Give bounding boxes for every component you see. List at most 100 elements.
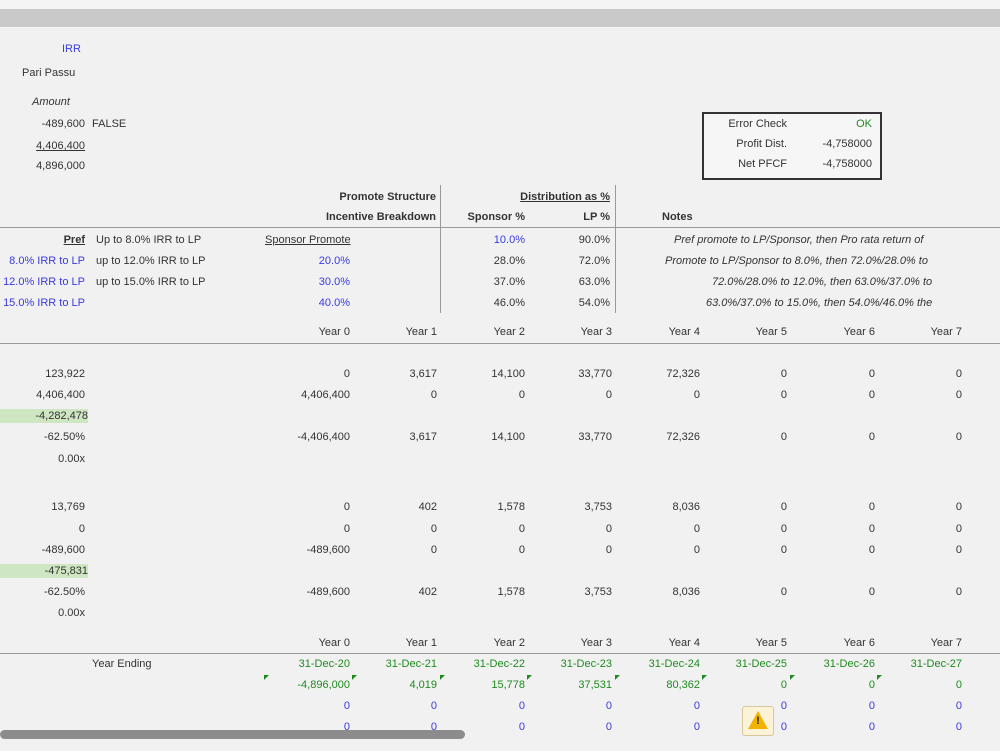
lp-row-3-cell[interactable]: 14,100 <box>491 431 525 443</box>
tier-2-lp[interactable]: 72.0% <box>578 255 610 267</box>
blue-row-2-cell[interactable]: 0 <box>518 721 525 733</box>
lp-row-1-cell[interactable]: 0 <box>780 368 787 380</box>
sponsor-row-1-cell[interactable]: 0 <box>780 501 787 513</box>
lp-row-3-cell[interactable]: 72,326 <box>666 431 700 443</box>
blue-row-1-cell[interactable]: 0 <box>430 700 437 712</box>
blue-row-2-cell[interactable]: 0 <box>780 721 787 733</box>
lp-row-3-cell[interactable]: 0 <box>868 431 875 443</box>
sponsor-row-4-cell[interactable]: -489,600 <box>306 586 350 598</box>
lp-row-1-cell[interactable]: 0 <box>343 368 350 380</box>
tier-1-lp[interactable]: 90.0% <box>578 234 610 246</box>
lp-summary-cell[interactable]: -4,282,478 <box>0 409 88 423</box>
year-ending-date[interactable]: 31-Dec-26 <box>823 658 875 670</box>
blue-row-2-cell[interactable]: 0 <box>955 721 962 733</box>
blue-row-1-cell[interactable]: 0 <box>955 700 962 712</box>
sponsor-row-3-cell[interactable]: 0 <box>955 544 962 556</box>
sponsor-row-2-cell[interactable]: 0 <box>343 523 350 535</box>
lp-row-3-cell[interactable]: 33,770 <box>578 431 612 443</box>
sponsor-row-3-cell[interactable]: 0 <box>780 544 787 556</box>
tier-3-sponsor[interactable]: 37.0% <box>493 276 525 288</box>
sponsor-row-1-cell[interactable]: 1,578 <box>497 501 525 513</box>
year-ending-date[interactable]: 31-Dec-25 <box>735 658 787 670</box>
tier-2-sponsor[interactable]: 28.0% <box>493 255 525 267</box>
sponsor-row-2-cell[interactable]: 0 <box>868 523 875 535</box>
year-ending-date[interactable]: 31-Dec-22 <box>473 658 525 670</box>
sponsor-row-2-cell[interactable]: 0 <box>430 523 437 535</box>
lp-row-2-cell[interactable]: 0 <box>430 389 437 401</box>
warning-icon[interactable]: ! <box>742 706 774 736</box>
tier-2-promote[interactable]: 20.0% <box>318 255 350 267</box>
lp-summary-cell[interactable]: 0.00x <box>58 453 85 465</box>
cash-flow-cell[interactable]: 0 <box>780 679 787 691</box>
sponsor-row-3-cell[interactable]: 0 <box>693 544 700 556</box>
sponsor-row-1-cell[interactable]: 402 <box>418 501 437 513</box>
cash-flow-cell[interactable]: 4,019 <box>409 679 437 691</box>
sponsor-row-2-cell[interactable]: 0 <box>518 523 525 535</box>
lp-row-1-cell[interactable]: 72,326 <box>666 368 700 380</box>
sponsor-row-4-cell[interactable]: 0 <box>868 586 875 598</box>
cash-flow-cell[interactable]: -4,896,000 <box>297 679 350 691</box>
lp-row-3-cell[interactable]: 0 <box>955 431 962 443</box>
sponsor-row-2-cell[interactable]: 0 <box>605 523 612 535</box>
sponsor-row-4-cell[interactable]: 3,753 <box>584 586 612 598</box>
net-pfcf-value[interactable]: -4,758000 <box>822 158 872 170</box>
cash-flow-cell[interactable]: 0 <box>868 679 875 691</box>
sponsor-row-3-cell[interactable]: -489,600 <box>306 544 350 556</box>
sponsor-summary-cell[interactable]: 13,769 <box>51 501 85 513</box>
sponsor-row-4-cell[interactable]: 8,036 <box>672 586 700 598</box>
blue-row-2-cell[interactable]: 0 <box>343 721 350 733</box>
lp-row-2-cell[interactable]: 0 <box>693 389 700 401</box>
lp-row-3-cell[interactable]: 3,617 <box>409 431 437 443</box>
cash-flow-cell[interactable]: 80,362 <box>666 679 700 691</box>
sponsor-row-1-cell[interactable]: 0 <box>343 501 350 513</box>
amount-1[interactable]: -489,600 <box>41 118 85 130</box>
year-ending-date[interactable]: 31-Dec-20 <box>298 658 350 670</box>
tier-4-lp[interactable]: 54.0% <box>578 297 610 309</box>
lp-row-2-cell[interactable]: 4,406,400 <box>301 389 350 401</box>
year-ending-date[interactable]: 31-Dec-21 <box>385 658 437 670</box>
blue-row-1-cell[interactable]: 0 <box>343 700 350 712</box>
profit-dist-value[interactable]: -4,758000 <box>822 138 872 150</box>
lp-row-3-cell[interactable]: 0 <box>780 431 787 443</box>
sponsor-summary-cell[interactable]: -475,831 <box>0 564 88 578</box>
sponsor-row-1-cell[interactable]: 8,036 <box>672 501 700 513</box>
lp-row-3-cell[interactable]: -4,406,400 <box>297 431 350 443</box>
sponsor-row-4-cell[interactable]: 0 <box>780 586 787 598</box>
lp-row-2-cell[interactable]: 0 <box>868 389 875 401</box>
blue-row-2-cell[interactable]: 0 <box>430 721 437 733</box>
cash-flow-cell[interactable]: 15,778 <box>491 679 525 691</box>
lp-summary-cell[interactable]: 4,406,400 <box>36 389 85 401</box>
lp-summary-cell[interactable]: 123,922 <box>45 368 85 380</box>
blue-row-1-cell[interactable]: 0 <box>518 700 525 712</box>
tier-3-promote[interactable]: 30.0% <box>318 276 350 288</box>
tier-4-sponsor[interactable]: 46.0% <box>493 297 525 309</box>
lp-row-2-cell[interactable]: 0 <box>605 389 612 401</box>
lp-row-1-cell[interactable]: 0 <box>868 368 875 380</box>
sponsor-row-1-cell[interactable]: 3,753 <box>584 501 612 513</box>
sponsor-summary-cell[interactable]: -489,600 <box>41 544 85 556</box>
amount-2[interactable]: 4,406,400 <box>36 140 85 152</box>
lp-row-2-cell[interactable]: 0 <box>955 389 962 401</box>
cash-flow-cell[interactable]: 37,531 <box>578 679 612 691</box>
tier-1-sponsor[interactable]: 10.0% <box>493 234 525 246</box>
lp-row-2-cell[interactable]: 0 <box>518 389 525 401</box>
sponsor-summary-cell[interactable]: 0.00x <box>58 607 85 619</box>
sponsor-row-3-cell[interactable]: 0 <box>430 544 437 556</box>
sponsor-summary-cell[interactable]: -62.50% <box>44 586 85 598</box>
lp-row-2-cell[interactable]: 0 <box>780 389 787 401</box>
year-ending-date[interactable]: 31-Dec-24 <box>648 658 700 670</box>
blue-row-1-cell[interactable]: 0 <box>780 700 787 712</box>
blue-row-1-cell[interactable]: 0 <box>868 700 875 712</box>
sponsor-row-2-cell[interactable]: 0 <box>780 523 787 535</box>
sponsor-row-3-cell[interactable]: 0 <box>518 544 525 556</box>
cash-flow-cell[interactable]: 0 <box>955 679 962 691</box>
blue-row-2-cell[interactable]: 0 <box>868 721 875 733</box>
sponsor-row-3-cell[interactable]: 0 <box>605 544 612 556</box>
blue-row-2-cell[interactable]: 0 <box>693 721 700 733</box>
lp-row-1-cell[interactable]: 0 <box>955 368 962 380</box>
amount-3[interactable]: 4,896,000 <box>36 160 85 172</box>
error-check-value[interactable]: OK <box>856 118 872 130</box>
sponsor-row-2-cell[interactable]: 0 <box>955 523 962 535</box>
sponsor-row-1-cell[interactable]: 0 <box>868 501 875 513</box>
year-ending-date[interactable]: 31-Dec-23 <box>560 658 612 670</box>
